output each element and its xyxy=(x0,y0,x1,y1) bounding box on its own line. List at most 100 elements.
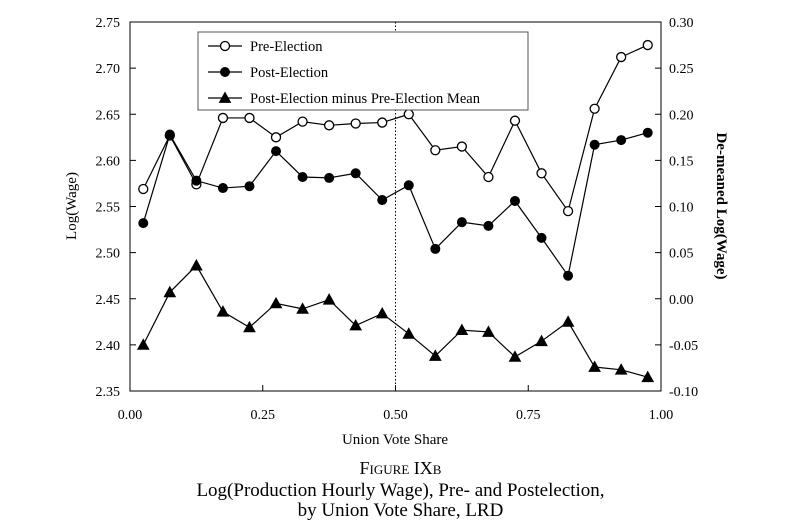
legend-marker xyxy=(220,67,230,77)
y-right-tick-label: 0.15 xyxy=(669,154,694,169)
data-point xyxy=(536,232,547,243)
data-point xyxy=(297,171,308,182)
data-point xyxy=(483,220,494,231)
x-tick-label: 0.75 xyxy=(516,408,541,423)
legend-label: Post-Election minus Pre-Election Mean xyxy=(250,91,481,107)
legend-item: Pre-Election xyxy=(208,39,323,55)
series-pre-election xyxy=(138,39,653,217)
data-point xyxy=(138,218,149,229)
y-right-tick-label: 0.30 xyxy=(669,16,694,31)
data-point xyxy=(563,270,574,281)
data-point xyxy=(322,293,336,305)
data-point xyxy=(482,325,495,337)
legend-marker xyxy=(218,91,232,103)
y-left-tick-label: 2.60 xyxy=(96,154,121,169)
data-point xyxy=(349,318,363,331)
y-left-tick-label: 2.50 xyxy=(96,247,121,262)
x-tick-label: 0.00 xyxy=(118,408,143,423)
data-point xyxy=(324,172,335,183)
data-point xyxy=(138,183,149,195)
legend-marker xyxy=(219,40,231,52)
series-post-election xyxy=(138,127,653,281)
data-point xyxy=(456,141,468,152)
data-point xyxy=(271,146,282,157)
y-right-tick-label: -0.10 xyxy=(669,385,698,400)
x-tick-label: 1.00 xyxy=(649,408,674,423)
data-point xyxy=(136,338,150,350)
y-right-tick-label: 0.05 xyxy=(669,247,694,262)
series-post-election-minus-pre-election-mean xyxy=(136,259,655,383)
data-point xyxy=(163,285,177,298)
legend-box xyxy=(197,31,529,111)
y-left-tick-label: 2.75 xyxy=(96,16,121,31)
y-left-tick-label: 2.35 xyxy=(96,385,121,400)
legend-label: Post-Election xyxy=(250,65,329,81)
data-point xyxy=(164,129,175,140)
y-right-tick-label: -0.05 xyxy=(669,339,698,354)
y-axis-label-right: De-meaned Log(Wage) xyxy=(713,132,729,279)
y-left-tick-label: 2.55 xyxy=(96,201,121,216)
legend-item: Post-Election minus Pre-Election Mean xyxy=(208,91,481,107)
data-point xyxy=(323,120,335,131)
legend-label: Pre-Election xyxy=(250,39,323,55)
data-point xyxy=(216,305,230,317)
data-point xyxy=(191,175,202,186)
data-point xyxy=(428,349,442,361)
data-point xyxy=(509,195,520,206)
y-left-tick-label: 2.65 xyxy=(96,108,121,123)
data-point xyxy=(402,327,416,339)
data-point xyxy=(562,205,574,217)
data-point xyxy=(508,350,522,362)
y-right-tick-label: 0.20 xyxy=(669,108,694,123)
data-point xyxy=(270,132,282,143)
data-point xyxy=(642,127,653,138)
data-point xyxy=(455,323,469,336)
x-tick-label: 0.25 xyxy=(251,408,276,423)
data-point xyxy=(483,171,494,183)
data-point xyxy=(535,334,548,347)
data-point xyxy=(296,302,309,314)
data-point xyxy=(244,112,255,124)
y-left-tick-label: 2.45 xyxy=(96,293,121,308)
data-point xyxy=(350,118,361,129)
data-point xyxy=(588,360,601,372)
data-point xyxy=(589,103,600,114)
figure-caption-line-1: Log(Production Hourly Wage), Pre- and Po… xyxy=(196,480,605,501)
data-point xyxy=(377,117,388,128)
data-point xyxy=(217,183,228,194)
data-point xyxy=(642,39,653,51)
data-point xyxy=(244,181,255,192)
data-point xyxy=(509,115,521,126)
data-point xyxy=(403,109,414,120)
x-tick-label: 0.50 xyxy=(383,408,408,423)
data-point xyxy=(377,195,388,206)
data-point xyxy=(616,51,627,63)
y-right-tick-label: 0.10 xyxy=(669,201,694,216)
y-left-tick-label: 2.40 xyxy=(96,339,121,354)
figure-caption-line-2: by Union Vote Share, LRD xyxy=(297,500,504,521)
y-right-tick-label: 0.25 xyxy=(669,62,694,77)
data-point xyxy=(430,243,441,254)
y-right-tick-label: 0.00 xyxy=(669,293,694,308)
data-point xyxy=(350,168,361,179)
y-left-tick-label: 2.70 xyxy=(96,62,121,77)
data-point xyxy=(616,135,627,146)
data-point xyxy=(536,168,547,179)
legend: Pre-Election Post-Election Post-Election m… xyxy=(197,31,529,111)
data-point xyxy=(456,217,467,228)
data-point xyxy=(243,320,256,333)
data-point xyxy=(430,145,441,156)
data-point xyxy=(297,116,308,127)
data-point xyxy=(589,139,600,150)
data-point xyxy=(403,180,414,191)
x-axis-label: Union Vote Share xyxy=(342,432,448,448)
data-point xyxy=(217,112,229,124)
data-point xyxy=(614,363,628,375)
data-point xyxy=(641,370,655,383)
data-point xyxy=(375,306,389,319)
data-point xyxy=(190,259,203,271)
y-axis-label-left: Log(Wage) xyxy=(64,172,80,240)
figure-label: Figure IXb xyxy=(359,458,442,478)
legend-item: Post-Election xyxy=(208,65,329,81)
